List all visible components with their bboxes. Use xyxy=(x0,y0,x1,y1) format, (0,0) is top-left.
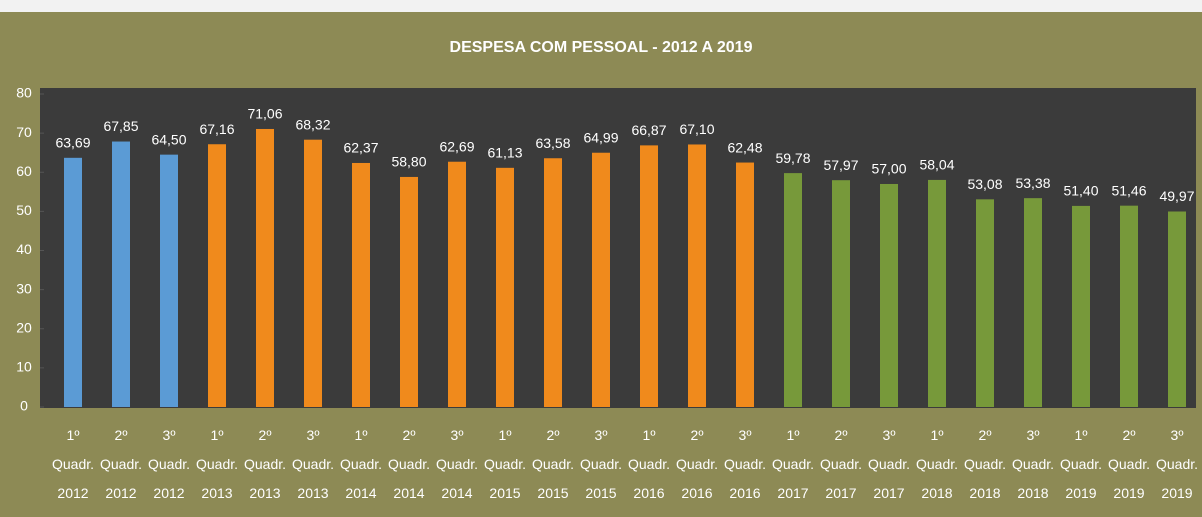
bar xyxy=(304,139,322,407)
value-label: 62,48 xyxy=(727,139,762,155)
y-tick-label: 50 xyxy=(16,202,32,218)
value-label: 62,69 xyxy=(439,138,474,154)
x-tick-label: 1º Quadr. 2017 xyxy=(772,427,814,501)
x-tick-label: 1º Quadr. 2018 xyxy=(916,427,958,501)
bar xyxy=(208,144,226,407)
bar xyxy=(160,154,178,407)
bar xyxy=(736,162,754,407)
value-label: 67,85 xyxy=(103,118,138,134)
value-label: 63,69 xyxy=(55,135,90,151)
value-label: 51,40 xyxy=(1063,183,1098,199)
bar xyxy=(352,162,370,407)
value-label: 57,97 xyxy=(823,157,858,173)
value-label: 63,58 xyxy=(535,135,570,151)
bar xyxy=(1120,205,1138,407)
bar xyxy=(1072,205,1090,407)
x-tick-label: 3º Quadr. 2018 xyxy=(1012,427,1054,501)
value-label: 66,87 xyxy=(631,122,666,138)
bar xyxy=(1168,211,1186,407)
x-tick-label: 1º Quadr. 2014 xyxy=(340,427,382,501)
bar xyxy=(256,128,274,407)
y-tick-label: 80 xyxy=(16,85,32,101)
value-label: 64,50 xyxy=(151,131,186,147)
y-tick-label: 60 xyxy=(16,163,32,179)
x-tick-label: 2º Quadr. 2017 xyxy=(820,427,862,501)
bar xyxy=(640,145,658,407)
bar xyxy=(400,176,418,407)
value-label: 58,04 xyxy=(919,157,954,173)
x-tick-label: 1º Quadr. 2015 xyxy=(484,427,526,501)
value-label: 61,13 xyxy=(487,145,522,161)
y-tick-label: 40 xyxy=(16,241,32,257)
bar xyxy=(880,183,898,407)
value-label: 68,32 xyxy=(295,116,330,132)
y-tick-label: 0 xyxy=(20,398,28,414)
value-label: 64,99 xyxy=(583,129,618,145)
x-tick-label: 3º Quadr. 2013 xyxy=(292,427,334,501)
x-tick-label: 3º Quadr. 2019 xyxy=(1156,427,1198,501)
x-tick-label: 2º Quadr. 2016 xyxy=(676,427,718,501)
chart-title: DESPESA COM PESSOAL - 2012 A 2019 xyxy=(450,39,753,56)
x-tick-label: 3º Quadr. 2012 xyxy=(148,427,190,501)
value-label: 67,16 xyxy=(199,121,234,137)
bar xyxy=(928,179,946,407)
bar xyxy=(976,199,994,407)
y-tick-label: 70 xyxy=(16,124,32,140)
x-tick-label: 3º Quadr. 2017 xyxy=(868,427,910,501)
value-label: 59,78 xyxy=(775,150,810,166)
bar xyxy=(688,144,706,407)
value-label: 53,08 xyxy=(967,176,1002,192)
bar xyxy=(592,152,610,407)
plot-area xyxy=(40,88,1196,408)
x-tick-label: 1º Quadr. 2012 xyxy=(52,427,94,501)
x-tick-label: 2º Quadr. 2012 xyxy=(100,427,142,501)
x-tick-label: 1º Quadr. 2019 xyxy=(1060,427,1102,501)
value-label: 62,37 xyxy=(343,140,378,156)
y-tick-label: 20 xyxy=(16,319,32,335)
bar xyxy=(448,161,466,407)
x-tick-label: 2º Quadr. 2014 xyxy=(388,427,430,501)
value-label: 51,46 xyxy=(1111,182,1146,198)
bar xyxy=(1024,198,1042,407)
bar xyxy=(784,173,802,407)
bar xyxy=(64,157,82,407)
value-label: 67,10 xyxy=(679,121,714,137)
bar xyxy=(832,180,850,407)
x-tick-label: 3º Quadr. 2014 xyxy=(436,427,478,501)
x-tick-label: 2º Quadr. 2015 xyxy=(532,427,574,501)
bar xyxy=(544,158,562,407)
y-tick-label: 10 xyxy=(16,359,32,375)
value-label: 57,00 xyxy=(871,161,906,177)
x-tick-label: 1º Quadr. 2016 xyxy=(628,427,670,501)
value-label: 58,80 xyxy=(391,154,426,170)
value-label: 71,06 xyxy=(247,106,282,122)
value-label: 49,97 xyxy=(1159,188,1194,204)
x-tick-label: 2º Quadr. 2019 xyxy=(1108,427,1150,501)
x-tick-label: 2º Quadr. 2013 xyxy=(244,427,286,501)
value-label: 53,38 xyxy=(1015,175,1050,191)
y-tick-label: 30 xyxy=(16,280,32,296)
bar xyxy=(112,141,130,408)
bar xyxy=(496,167,514,407)
x-tick-label: 3º Quadr. 2015 xyxy=(580,427,622,501)
x-tick-label: 1º Quadr. 2013 xyxy=(196,427,238,501)
x-tick-label: 2º Quadr. 2018 xyxy=(964,427,1006,501)
x-tick-label: 3º Quadr. 2016 xyxy=(724,427,766,501)
